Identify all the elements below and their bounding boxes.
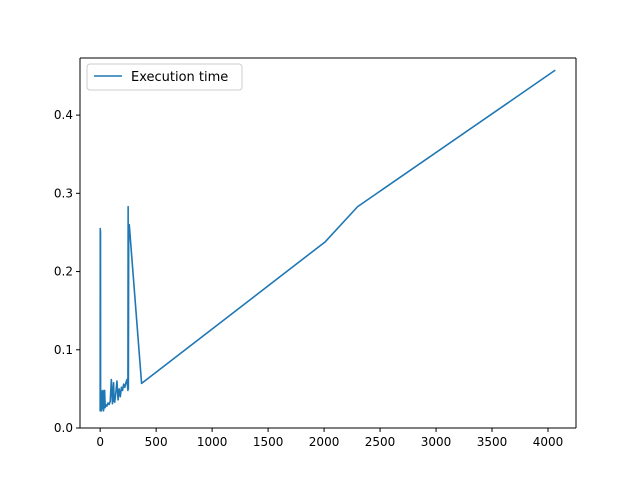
series-layer [99,69,556,412]
x-tick-label: 4000 [533,435,564,449]
axes-frame [79,57,577,429]
legend: Execution time [86,63,243,91]
series-line-execution-time [99,69,556,412]
legend-box [86,63,243,91]
x-tick-label: 3500 [477,435,508,449]
x-axis-ticks: 0 500 1000 1500 2000 2500 3000 3500 4000 [96,428,563,449]
x-tick-label: 3000 [421,435,452,449]
y-axis-ticks: 0.0 0.1 0.2 0.3 0.4 [54,108,80,435]
y-tick-label: 0.2 [54,265,73,279]
y-tick-label: 0.1 [54,343,73,357]
plot-area [80,58,576,428]
x-tick-label: 500 [145,435,168,449]
y-tick-label: 0.0 [54,421,73,435]
y-tick-label: 0.3 [54,186,73,200]
x-tick-label: 1000 [197,435,228,449]
x-tick-label: 2500 [365,435,396,449]
x-tick-label: 0 [96,435,104,449]
legend-label-execution-time: Execution time [131,70,228,85]
x-tick-label: 2000 [309,435,340,449]
y-tick-label: 0.4 [54,108,73,122]
x-tick-label: 1500 [253,435,284,449]
